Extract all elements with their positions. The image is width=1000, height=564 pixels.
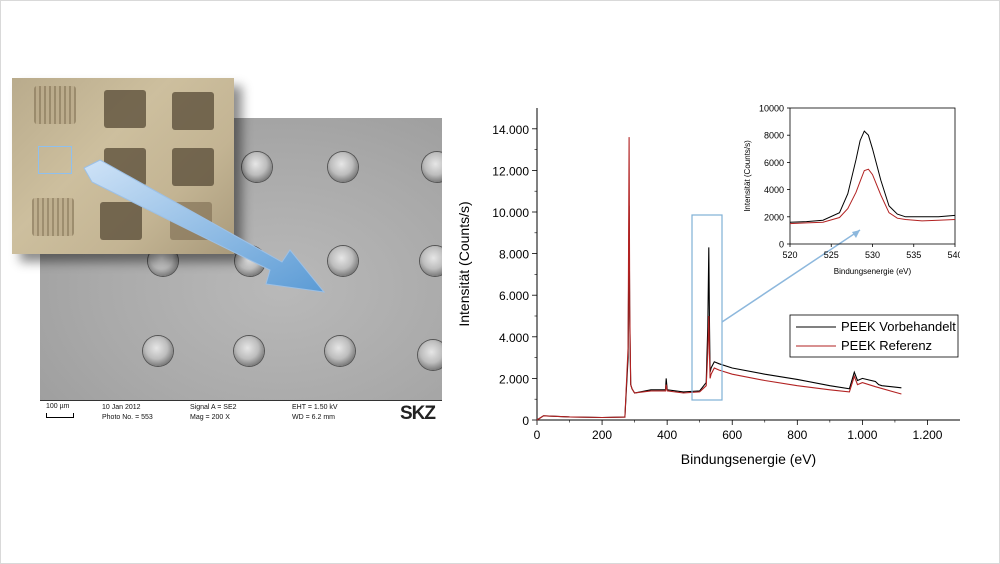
y-tick-label: 14.000: [492, 123, 529, 137]
xps-spectrum-chart: 0 200 400 600 800 1.000 1.200 0 2.000 4.000 6.000 8…: [456, 108, 960, 467]
sem-photo-no: Photo No. = 553: [102, 414, 153, 421]
y-tick-label: 10.000: [492, 206, 529, 220]
laser-square: [172, 92, 214, 130]
y-tick-label: 2000: [764, 212, 784, 222]
hole: [418, 340, 442, 370]
hole: [242, 152, 272, 182]
grid-pattern: [34, 86, 76, 124]
y-tick-label: 4.000: [499, 331, 529, 345]
x-tick-label: 535: [906, 250, 921, 260]
legend: PEEK Vorbehandelt PEEK Referenz: [789, 314, 959, 358]
hole: [234, 336, 264, 366]
sem-mag: Mag = 200 X: [190, 414, 230, 421]
hole: [422, 152, 442, 182]
plot-frame: [789, 107, 956, 245]
inset-o1s-chart: 520 525 530 535 540 0 2000 4000 6000 8000 10000 Bin…: [743, 104, 960, 277]
zoom-connector: [721, 229, 861, 323]
x-axis-label: Bindungsenergie (eV): [681, 451, 816, 467]
x-tick-label: 0: [534, 428, 541, 442]
laser-square: [172, 148, 214, 186]
zoom-connector-arrowhead: [852, 230, 860, 238]
highlight-box: [38, 146, 72, 174]
laser-square: [100, 202, 142, 240]
sem-info-bar: 100 µm 10 Jan 2012 Photo No. = 553 Signa…: [40, 400, 442, 427]
sem-signal: Signal A = SE2: [190, 404, 237, 411]
legend-label-vorbehandelt: PEEK Vorbehandelt: [841, 319, 956, 334]
sem-eht: EHT = 1.50 kV: [292, 404, 338, 411]
hole: [328, 246, 358, 276]
zoom-box: [691, 214, 723, 401]
sem-wd: WD = 6.2 mm: [292, 414, 335, 421]
y-tick-label: 6.000: [499, 289, 529, 303]
skz-logo: SKZ: [400, 403, 436, 424]
x-tick-label: 1.200: [912, 428, 942, 442]
x-tick-label: 800: [787, 428, 807, 442]
y-tick-label: 0: [522, 414, 529, 428]
x-tick-label: 400: [657, 428, 677, 442]
y-tick-label: 12.000: [492, 164, 529, 178]
legend-label-referenz: PEEK Referenz: [841, 338, 932, 353]
x-tick-label: 540: [947, 250, 960, 260]
y-tick-label: 6000: [764, 158, 784, 168]
y-tick-label: 8.000: [499, 248, 529, 262]
series-line-2: [789, 168, 956, 225]
grid-pattern: [32, 198, 74, 236]
laser-square: [104, 90, 146, 128]
x-tick-label: 520: [782, 250, 797, 260]
hole: [328, 152, 358, 182]
x-tick-label: 200: [592, 428, 612, 442]
x-tick-label: 525: [824, 250, 839, 260]
sem-date: 10 Jan 2012: [102, 404, 141, 411]
x-tick-label: 1.000: [847, 428, 877, 442]
sem-image: [40, 118, 442, 426]
y-tick-label: 0: [779, 240, 784, 250]
hole: [420, 246, 442, 276]
hole: [143, 336, 173, 366]
y-tick-label: 2.000: [499, 372, 529, 386]
x-tick-label: 530: [865, 250, 880, 260]
x-tick-label: 600: [722, 428, 742, 442]
x-axis-label: Bindungsenergie (eV): [834, 267, 912, 276]
scale-label: 100 µm: [46, 403, 70, 410]
hole: [325, 336, 355, 366]
y-axis-label: Intensität (Counts/s): [743, 140, 752, 212]
scale-bar: [46, 413, 74, 418]
y-axis-label: Intensität (Counts/s): [456, 201, 472, 326]
series-line-2: [536, 137, 902, 421]
y-tick-label: 10000: [759, 104, 784, 114]
y-tick-label: 8000: [764, 131, 784, 141]
series-line-1: [789, 130, 956, 223]
y-tick-label: 4000: [764, 185, 784, 195]
